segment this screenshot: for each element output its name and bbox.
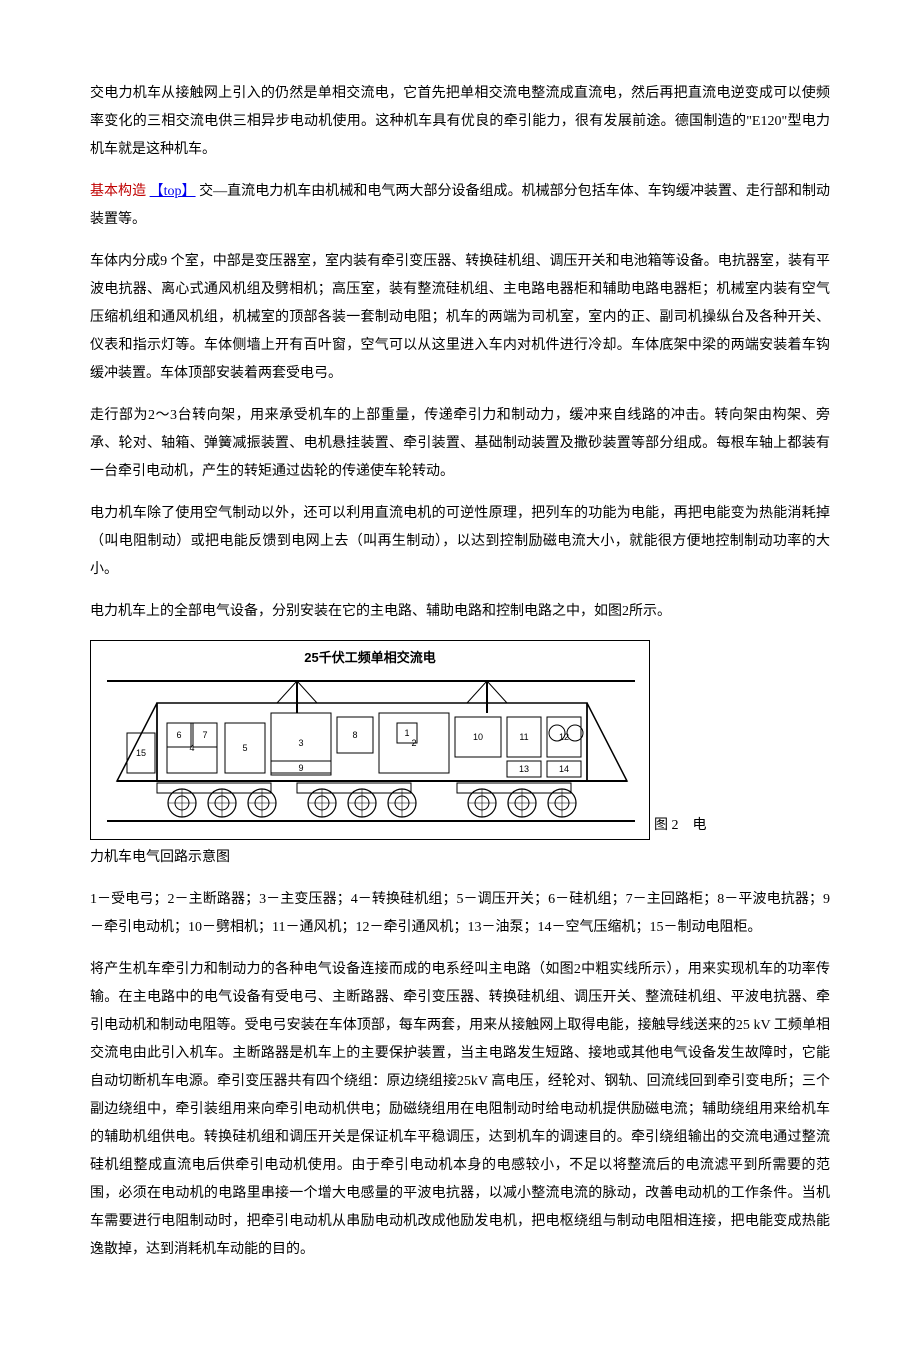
svg-text:5: 5: [242, 743, 247, 753]
paragraph-main-circuit: 将产生机车牵引力和制动力的各种电气设备连接而成的电系经叫主电路（如图2中粗实线所…: [90, 956, 830, 1264]
svg-text:1: 1: [404, 728, 409, 738]
svg-text:6: 6: [176, 730, 181, 740]
svg-text:13: 13: [519, 764, 529, 774]
section-label: 基本构造: [90, 184, 146, 199]
svg-text:10: 10: [473, 732, 483, 742]
svg-text:11: 11: [519, 732, 528, 742]
paragraph-section-lead: 基本构造 【top】 交—直流电力机车由机械和电气两大部分设备组成。机械部分包括…: [90, 178, 830, 234]
svg-text:14: 14: [559, 764, 569, 774]
paragraph-intro: 交电力机车从接触网上引入的仍然是单相交流电，它首先把单相交流电整流成直流电，然后…: [90, 80, 830, 164]
paragraph-bogie: 走行部为2～3台转向架，用来承受机车的上部重量，传递牵引力和制动力，缓冲来自线路…: [90, 402, 830, 486]
svg-text:7: 7: [202, 730, 207, 740]
figure-2-caption-rest: 力机车电气回路示意图: [90, 844, 830, 872]
svg-text:9: 9: [298, 763, 303, 773]
figure-2-legend: 1－受电弓；2－主断路器；3－主变压器；4－转换硅机组；5－调压开关；6－硅机组…: [90, 886, 830, 942]
paragraph-body-rooms: 车体内分成9 个室，中部是变压器室，室内装有牵引变压器、转换硅机组、调压开关和电…: [90, 248, 830, 388]
svg-text:4: 4: [189, 743, 194, 753]
svg-text:8: 8: [352, 730, 357, 740]
paragraph-braking: 电力机车除了使用空气制动以外，还可以利用直流电机的可逆性原理，把列车的功能为电能…: [90, 500, 830, 584]
top-link[interactable]: 【top】: [150, 184, 196, 199]
paragraph-circuits-intro: 电力机车上的全部电气设备，分别安装在它的主电路、辅助电路和控制电路之中，如图2所…: [90, 598, 830, 626]
figure-2-title: 25千伏工频单相交流电: [97, 645, 643, 671]
section-lead-text: 交—直流电力机车由机械和电气两大部分设备组成。机械部分包括车体、车钩缓冲装置、走…: [90, 184, 830, 227]
svg-text:3: 3: [298, 738, 303, 748]
figure-2-box: 25千伏工频单相交流电 154675382110111213149: [90, 640, 650, 840]
svg-text:15: 15: [136, 748, 146, 758]
figure-2-caption-lead: 图 2 电: [654, 818, 707, 833]
locomotive-diagram-icon: 154675382110111213149: [97, 673, 645, 833]
figure-2: 25千伏工频单相交流电 154675382110111213149 图 2 电: [90, 640, 830, 840]
